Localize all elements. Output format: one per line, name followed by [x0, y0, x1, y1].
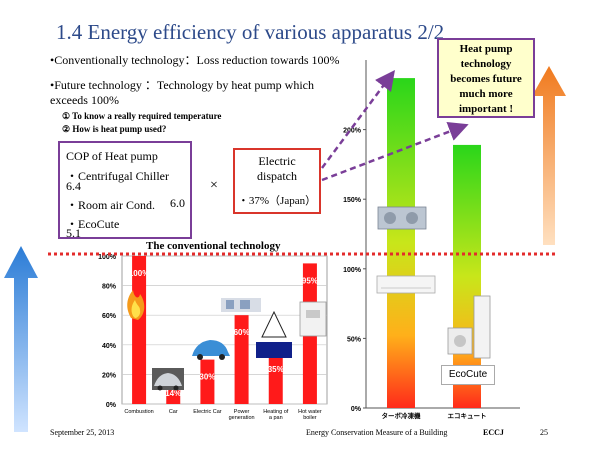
- boiler-picture: [299, 301, 327, 337]
- flame-picture: [127, 290, 145, 320]
- footer-center: Energy Conservation Measure of a Buildin…: [306, 428, 448, 437]
- chart1-category-label: Combustion: [124, 409, 153, 415]
- sub-point-2: ② How is heat pump used?: [62, 124, 167, 134]
- chart2-bar: [453, 144, 481, 409]
- slide-title: 1.4 Energy efficiency of various apparat…: [56, 20, 445, 44]
- bullet-future: •Future technology ：Technology by heat p…: [50, 78, 314, 107]
- chart1-ytick-label: 40%: [102, 343, 117, 350]
- conventional-chart: 0% 20% 40% 60% 80% 100% 100% Combustion 14% Car 30…: [98, 254, 328, 421]
- chart2-bar: [387, 78, 415, 408]
- arrow-to-chiller: [320, 69, 395, 169]
- chart1-bar: [132, 256, 147, 404]
- chart1-data-label: 30%: [199, 373, 215, 382]
- dispatch-line-1: Electric: [258, 154, 296, 168]
- footer-page: 25: [540, 428, 548, 437]
- hp-line-4: much more: [459, 88, 513, 100]
- sub-point-1: ① To know a really required temperature: [62, 111, 222, 121]
- chart1-bar: [268, 352, 283, 404]
- chart1-ytick-label: 80%: [102, 284, 117, 291]
- heatpump-chart: 0% 50% 100% 150% 200% ターボ冷凍機 エコキュート: [343, 60, 520, 420]
- chart2-ytick-label: 150%: [343, 197, 362, 204]
- chart2-ytick-label: 200%: [343, 128, 362, 135]
- chart1-ytick-label: 0%: [106, 402, 117, 409]
- heatpump-callout: Heat pump technology becomes future much…: [437, 38, 535, 118]
- ecocute-picture: [447, 295, 491, 359]
- cop-title: COP of Heat pump: [66, 149, 158, 163]
- electric-car-picture: [192, 340, 230, 360]
- blue-up-arrow: [4, 246, 38, 432]
- chart1-category-label-2: generation: [229, 415, 255, 421]
- chart1-category-label: Heating of: [263, 409, 289, 415]
- chart2-ytick-label: 50%: [347, 336, 362, 343]
- cop-chiller-value: 6.4: [66, 179, 81, 193]
- chart1-data-label: 100%: [129, 269, 149, 278]
- dispatch-line-3: ・37%（Japan）: [237, 195, 317, 207]
- chiller-picture: [377, 206, 427, 230]
- chart1-category-label-2: boiler: [303, 415, 317, 421]
- power-plant-picture: [221, 298, 261, 312]
- cop-ecocute-value: 5.1: [66, 226, 81, 240]
- pan-picture: [256, 310, 292, 358]
- dispatch-line-2: dispatch: [257, 169, 297, 183]
- chart2-ytick-label: 0%: [351, 406, 362, 413]
- bullet-conventional: •Conventionally technology：Loss reductio…: [50, 53, 340, 67]
- car-picture: [152, 368, 184, 391]
- chart1-category-label: Electric Car: [193, 409, 222, 415]
- chart1-category-label: Car: [169, 409, 178, 415]
- cop-ecocute-label: ・EcoCute: [66, 217, 120, 231]
- orange-up-arrow: [532, 66, 566, 245]
- cop-aircond-label: ・Room air Cond.: [66, 198, 155, 212]
- conventional-technology-label: The conventional technology: [146, 240, 281, 252]
- chart1-data-label: 14%: [165, 389, 181, 398]
- chart2-category-label: ターボ冷凍機: [382, 411, 422, 420]
- chart1-bar: [200, 359, 215, 404]
- chart1-data-label: 60%: [234, 328, 250, 337]
- chart1-ytick-label: 100%: [98, 254, 117, 261]
- chart1-bar: [234, 315, 249, 404]
- footer-date: September 25, 2013: [50, 428, 115, 437]
- hp-line-2: technology: [460, 58, 512, 70]
- chart1-data-label: 35%: [268, 365, 284, 374]
- chart2-ytick-label: 100%: [343, 267, 362, 274]
- electric-dispatch-box: Electric dispatch ・37%（Japan）: [233, 148, 321, 214]
- multiply-sign: ×: [210, 178, 218, 193]
- chart2-category-label: エコキュート: [448, 412, 487, 420]
- cop-box: COP of Heat pump ・Centrifugal Chiller 6.…: [58, 141, 192, 240]
- chart1-category-label: Power: [234, 409, 250, 415]
- chart1-category-label: Hot water: [298, 409, 322, 415]
- hp-line-5: important !: [458, 103, 514, 115]
- ecocute-label: EcoCute: [441, 365, 495, 385]
- hp-line-1: Heat pump: [459, 43, 513, 55]
- chart1-ytick-label: 20%: [102, 372, 117, 379]
- cop-aircond-value: 6.0: [170, 196, 185, 210]
- air-conditioner-picture: [376, 275, 436, 294]
- chart1-ytick-label: 60%: [102, 313, 117, 320]
- chart1-data-label: 95%: [302, 276, 318, 285]
- chart1-category-label-2: a pan: [269, 415, 283, 421]
- arrow-to-ecocute: [321, 121, 469, 182]
- footer-org: ECCJ: [483, 428, 504, 437]
- cop-chiller-label: ・Centrifugal Chiller: [66, 169, 169, 183]
- hp-line-3: becomes future: [450, 73, 522, 85]
